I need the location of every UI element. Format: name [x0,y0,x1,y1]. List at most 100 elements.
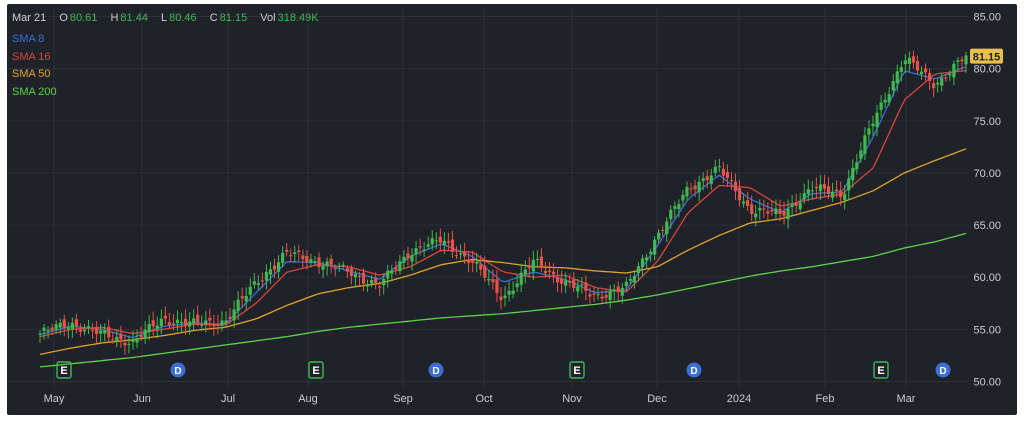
candle-body [661,230,665,232]
candle-body [208,317,212,321]
indicator-legend: SMA 8 SMA 16 SMA 50 SMA 200 [12,31,57,101]
candle-body [758,207,762,211]
candle-body [847,178,851,191]
candle-body [560,278,564,284]
candle-body [600,296,604,299]
candle-body [54,324,58,330]
legend-sma-8[interactable]: SMA 8 [12,33,45,45]
candle-body [70,322,74,329]
candle-body [580,284,584,286]
candle-body [701,178,705,182]
candle-body [616,286,620,293]
candle-body [414,248,418,255]
candle-body [458,253,463,255]
legend-sma-16[interactable]: SMA 16 [12,50,51,63]
candle-body [256,283,260,285]
candle-body [879,102,883,110]
candle-body [115,336,119,341]
candle-body [624,281,628,287]
candle-body [859,150,863,159]
candle-body [673,206,677,210]
candle-body [952,63,956,78]
candle-body [293,252,297,254]
candle-body [596,294,600,296]
candle-body [390,270,394,274]
candle-body [95,327,99,334]
candle-body [919,71,924,75]
candle-body [467,259,471,264]
candle-body [689,188,693,190]
candle-body [790,204,794,207]
candle-body [418,246,422,248]
last-price-tag [970,48,1003,64]
candle-body [830,191,835,198]
ohlc-date: Mar 21 [12,12,47,24]
y-tick-label: 60.00 [973,272,1001,284]
candle-body [107,326,111,338]
dividend-marker-label: D [939,366,946,377]
candle-body [721,168,725,176]
candle-body [632,276,637,283]
candle-body [657,232,661,240]
candle-body [923,68,928,73]
candle-body [555,277,560,283]
candle-body [305,255,309,263]
candle-body [871,123,875,127]
candle-body [90,329,95,331]
candle-body [341,264,345,266]
candle-body [479,264,483,270]
candle-body [628,278,632,281]
candle-body [374,277,378,283]
candle-body [475,262,479,264]
candle-body [754,213,758,218]
candle-body [361,272,366,284]
candle-body [503,295,507,298]
candle-body [697,181,701,193]
dividend-marker-label: D [174,366,181,377]
candle-body [839,190,843,198]
candle-body [369,280,374,284]
earnings-marker [569,361,585,379]
y-tick-label: 75.00 [973,116,1001,128]
candle-body [960,59,964,62]
candle-body [588,294,592,297]
y-tick-label: 85.00 [973,12,1001,24]
candle-body [139,335,143,338]
candle-body [313,261,317,263]
dividend-marker [934,361,952,379]
y-tick-label: 55.00 [973,324,1001,336]
legend-sma-50[interactable]: SMA 50 [12,68,51,80]
candle-body [572,279,576,289]
earnings-marker-label: E [60,365,67,377]
candle-body [301,255,305,260]
candle-body [337,266,341,268]
x-tick-label: Nov [562,393,582,405]
candle-body [438,236,442,243]
candle-body [192,318,196,324]
candle-body [653,239,657,255]
candle-body [135,338,139,343]
candle-body [608,290,612,301]
candle-body [693,185,697,190]
candle-body [127,343,131,345]
candle-body [750,204,754,214]
candle-body [248,286,252,296]
candle-body [523,269,527,275]
candle-body [685,187,689,197]
ohlc-close-label: C [209,12,218,24]
candle-body [798,202,802,210]
ohlc-volume-label: Vol [260,12,276,24]
candle-body [855,162,859,170]
ohlc-low-value: 80.46 [169,12,197,24]
candle-body [774,208,778,214]
candle-body [99,330,103,334]
candle-body [543,270,548,274]
candle-body [264,272,269,281]
legend-sma-200[interactable]: SMA 200 [12,85,57,98]
candle-body [737,188,742,201]
candle-body [471,259,475,263]
candle-body [179,322,184,324]
dividend-marker [427,361,445,379]
candle-body [487,278,491,281]
